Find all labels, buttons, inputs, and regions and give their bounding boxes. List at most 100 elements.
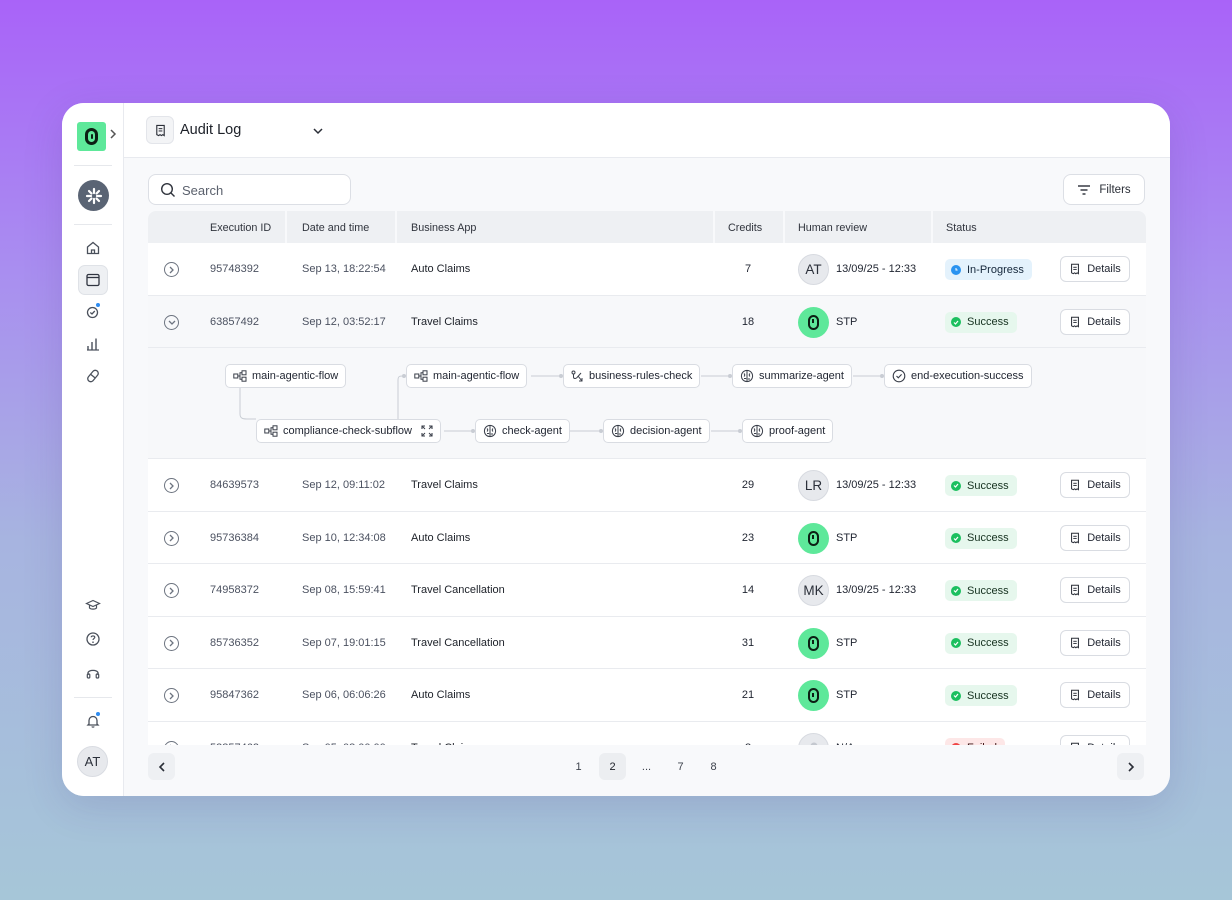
page-number-current[interactable]: 2 [599, 753, 626, 780]
table-row[interactable]: 95748392 Sep 13, 18:22:54 Auto Claims 7 AT 13… [148, 243, 1146, 296]
flow-node[interactable]: compliance-check-subflow [256, 419, 441, 443]
details-button[interactable]: Details [1060, 682, 1130, 708]
table-row[interactable]: 95847362 Sep 06, 06:06:26 Auto Claims 21 STP… [148, 669, 1146, 722]
chevron-right-icon[interactable] [109, 128, 119, 142]
column-header[interactable]: Business App [411, 222, 477, 234]
column-header[interactable]: Execution ID [210, 222, 272, 234]
details-button[interactable]: Details [1060, 308, 1130, 335]
details-button[interactable]: Details [1060, 629, 1130, 656]
status-badge: In-Progress [945, 259, 1032, 280]
table-row[interactable]: 85736352 Sep 07, 19:01:15 Travel Cancellat… [148, 616, 1146, 669]
expand-row-icon[interactable] [164, 530, 179, 546]
execution-date: Sep 12, 03:52:17 [302, 315, 386, 328]
pill-icon[interactable] [78, 361, 108, 391]
execution-id: 84639573 [210, 479, 259, 491]
success-check-icon [951, 638, 961, 648]
check-badge-icon[interactable] [78, 297, 108, 327]
bar-chart-icon[interactable] [78, 329, 108, 359]
success-check-icon [951, 317, 961, 327]
page-header: Audit Log [124, 103, 1170, 158]
app-window: AT Audit Log Filters Execution ID Date a… [62, 103, 1170, 796]
details-button[interactable]: Details [1060, 577, 1130, 603]
chevron-right-icon [1127, 761, 1134, 772]
bell-icon[interactable] [78, 706, 108, 736]
details-button[interactable]: Details [1060, 734, 1130, 745]
table-row[interactable]: 53857462 Sep 05, 08:00:00 Travel Claims 8 N/… [148, 721, 1146, 746]
page-number[interactable]: 7 [677, 760, 684, 773]
table-row[interactable]: 63857492 Sep 12, 03:52:17 Travel Claims 18 S… [148, 295, 1146, 348]
receipt-icon [146, 116, 174, 144]
page-number[interactable]: 1 [575, 760, 582, 773]
flow-node[interactable]: summarize-agent [732, 364, 852, 388]
details-button[interactable]: Details [1060, 472, 1130, 498]
expand-row-icon[interactable] [164, 688, 179, 703]
human-review-text: STP [836, 636, 858, 649]
expand-row-icon[interactable] [164, 583, 179, 598]
receipt-icon [1069, 532, 1081, 544]
table-row[interactable]: 74958372 Sep 08, 15:59:41 Travel Cancellat… [148, 564, 1146, 617]
expand-row-icon[interactable] [164, 635, 179, 651]
user-avatar[interactable]: AT [77, 746, 108, 777]
search-input[interactable] [182, 180, 342, 200]
stp-logo-avatar [798, 627, 829, 659]
expand-row-icon[interactable] [164, 262, 179, 277]
chevron-down-icon[interactable] [312, 124, 324, 142]
stp-logo-avatar [798, 522, 829, 554]
flow-node[interactable]: proof-agent [742, 419, 834, 443]
flow-icon [233, 370, 247, 382]
human-review-text: 13/09/25 - 12:33 [836, 263, 917, 275]
flow-node[interactable]: main-agentic-flow [406, 364, 528, 388]
audit-table: Execution ID Date and time Business App … [148, 211, 1146, 745]
check-circle-icon [892, 369, 906, 383]
search-box[interactable] [148, 174, 351, 205]
flow-node[interactable]: end-execution-success [884, 364, 1032, 388]
page-number[interactable]: 8 [710, 760, 717, 773]
execution-date: Sep 06, 06:06:26 [302, 689, 386, 701]
organization-avatar[interactable] [78, 180, 109, 211]
credits-value: 7 [744, 263, 752, 275]
filters-label: Filters [1099, 183, 1131, 196]
flow-node[interactable]: main-agentic-flow [225, 364, 347, 388]
flow-node[interactable]: business-rules-check [563, 364, 701, 388]
page-title[interactable]: Audit Log [180, 122, 242, 138]
graduation-cap-icon[interactable] [78, 590, 108, 620]
collapse-row-icon[interactable] [164, 314, 179, 330]
flow-node[interactable]: decision-agent [603, 419, 710, 443]
app-logo[interactable] [77, 122, 106, 151]
status-badge: Success [945, 311, 1017, 333]
headset-icon[interactable] [78, 658, 108, 688]
brain-icon [483, 424, 497, 438]
column-header[interactable]: Date and time [302, 222, 370, 234]
details-button[interactable]: Details [1060, 256, 1130, 282]
reviewer-avatar: MK [798, 575, 829, 606]
column-header[interactable]: Status [946, 222, 977, 234]
execution-date: Sep 05, 08:00:00 [302, 742, 386, 746]
pagination: 1 2 ... 7 8 [124, 745, 1170, 796]
next-page-button[interactable] [1117, 753, 1144, 780]
home-icon[interactable] [78, 233, 108, 263]
table-row[interactable]: 95736384 Sep 10, 12:34:08 Auto Claims 23 STP… [148, 511, 1146, 564]
browser-window-icon[interactable] [78, 265, 108, 295]
table-body: 95748392 Sep 13, 18:22:54 Auto Claims 7 AT 13… [148, 243, 1146, 745]
column-header[interactable]: Human review [798, 222, 868, 234]
previous-page-button[interactable] [148, 753, 175, 780]
receipt-icon [1069, 316, 1081, 328]
expand-row-icon[interactable] [164, 478, 179, 493]
status-label: Failed [967, 742, 997, 745]
column-header[interactable]: Credits [728, 222, 763, 234]
flow-node-label: business-rules-check [589, 370, 693, 382]
flow-node[interactable]: check-agent [475, 419, 570, 443]
filters-button[interactable]: Filters [1063, 174, 1145, 205]
execution-date: Sep 12, 09:11:02 [302, 479, 385, 491]
receipt-icon [1069, 689, 1081, 701]
chevron-left-icon [158, 761, 165, 772]
expand-icon[interactable] [421, 425, 433, 437]
execution-id: 95847362 [210, 689, 259, 701]
details-label: Details [1087, 315, 1121, 328]
table-row[interactable]: 84639573 Sep 12, 09:11:02 Travel Claims 29 L… [148, 459, 1146, 512]
status-badge: Success [945, 527, 1017, 549]
human-review-text: 13/09/25 - 12:33 [836, 479, 917, 491]
help-icon[interactable] [78, 624, 108, 654]
details-button[interactable]: Details [1060, 524, 1130, 551]
execution-date: Sep 13, 18:22:54 [302, 263, 386, 275]
